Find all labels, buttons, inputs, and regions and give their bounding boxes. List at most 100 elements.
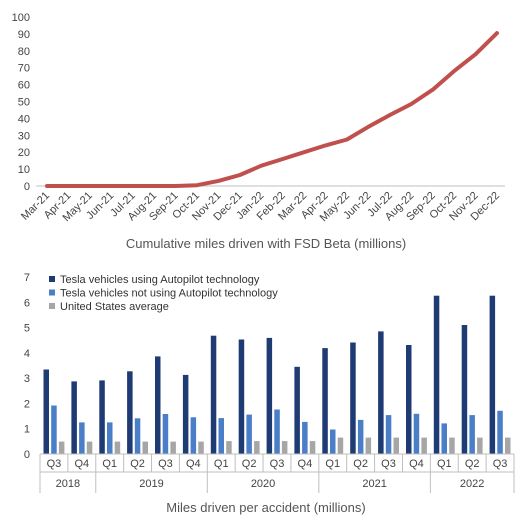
- quarter-label: Q4: [74, 458, 89, 470]
- y-tick-label: 60: [18, 80, 30, 92]
- bar-chart-title: Miles driven per accident (millions): [166, 500, 365, 515]
- year-label: 2018: [56, 478, 80, 490]
- quarter-label: Q3: [47, 458, 62, 470]
- y-tick-label: 20: [18, 147, 30, 159]
- bar: [190, 417, 197, 454]
- bar: [210, 335, 217, 454]
- bar: [330, 429, 336, 454]
- bar: [170, 441, 176, 454]
- bar: [489, 295, 496, 454]
- y-tick-label: 10: [18, 164, 30, 176]
- bar: [469, 415, 475, 454]
- bar: [441, 423, 447, 454]
- y-tick-label: 0: [24, 181, 30, 193]
- bar: [51, 405, 57, 454]
- bar: [198, 441, 204, 454]
- y-tick-label: 7: [24, 272, 30, 284]
- quarter-label: Q3: [381, 458, 396, 470]
- quarter-label: Q1: [214, 458, 229, 470]
- legend-swatch: [49, 276, 55, 282]
- bar: [302, 421, 308, 454]
- bar: [413, 413, 420, 454]
- bar: [162, 414, 169, 454]
- bar: [246, 414, 252, 454]
- bar: [86, 441, 93, 454]
- quarter-label: Q2: [465, 458, 480, 470]
- y-tick-label: 80: [18, 46, 30, 58]
- bar: [58, 441, 65, 454]
- bar: [357, 419, 364, 454]
- bar: [266, 337, 273, 454]
- bar: [238, 339, 245, 454]
- bar: [43, 369, 49, 454]
- bar: [254, 441, 260, 454]
- y-tick-label: 6: [24, 297, 30, 309]
- year-label: 2019: [139, 478, 163, 490]
- quarter-label: Q2: [242, 458, 257, 470]
- bar: [134, 418, 141, 454]
- bar: [99, 380, 105, 454]
- line-chart-title: Cumulative miles driven with FSD Beta (m…: [126, 236, 406, 251]
- bar: [385, 415, 392, 454]
- y-tick-label: 4: [24, 348, 30, 360]
- bar: [226, 441, 232, 454]
- quarter-label: Q1: [102, 458, 117, 470]
- bar: [294, 366, 300, 454]
- legend-swatch: [49, 289, 55, 296]
- quarter-label: Q1: [325, 458, 340, 470]
- quarter-label: Q4: [186, 458, 201, 470]
- bar: [477, 437, 483, 454]
- bar: [505, 437, 511, 454]
- quarter-label: Q3: [270, 458, 285, 470]
- year-label: 2020: [251, 478, 275, 490]
- y-tick-label: 50: [18, 97, 30, 109]
- y-tick-label: 1: [24, 424, 30, 436]
- bar: [79, 422, 85, 454]
- quarter-label: Q4: [298, 458, 313, 470]
- bar: [461, 325, 468, 454]
- bar: [421, 437, 427, 454]
- bar: [274, 409, 280, 454]
- line-series: [45, 31, 499, 188]
- bar: [114, 441, 121, 454]
- bar: [433, 295, 440, 454]
- legend-label: Tesla vehicles using Autopilot technolog…: [60, 274, 260, 286]
- y-tick-label: 3: [24, 373, 30, 385]
- bar: [365, 437, 372, 454]
- bar: [71, 381, 77, 454]
- bar: [393, 437, 399, 454]
- quarter-label: Q3: [493, 458, 508, 470]
- y-tick-label: 70: [18, 63, 30, 75]
- bar: [378, 331, 384, 454]
- y-tick-label: 100: [12, 12, 30, 24]
- y-tick-label: 5: [24, 323, 30, 335]
- quarter-label: Q1: [437, 458, 452, 470]
- bar: [281, 441, 288, 454]
- y-tick-label: 0: [24, 449, 30, 461]
- bar: [322, 348, 328, 454]
- quarter-label: Q3: [158, 458, 173, 470]
- bar: [155, 356, 161, 454]
- line-chart: 0102030405060708090100Mar-21Apr-21May-21…: [12, 12, 505, 224]
- quarter-label: Q2: [130, 458, 145, 470]
- bar: [350, 342, 356, 454]
- bar: [406, 345, 412, 454]
- y-tick-label: 90: [18, 29, 30, 41]
- bar: [449, 437, 455, 454]
- bar: [107, 422, 113, 454]
- y-tick-label: 2: [24, 398, 30, 410]
- bar: [309, 441, 316, 454]
- quarter-label: Q2: [353, 458, 368, 470]
- bar: [218, 418, 224, 454]
- legend-label: United States average: [60, 301, 169, 313]
- legend-swatch: [49, 303, 55, 309]
- bar: [497, 410, 503, 454]
- bar: [337, 437, 344, 454]
- year-label: 2022: [460, 478, 484, 490]
- bar-chart: 0 1 2 3 4 5 6 7 Q3 Q4 Q1 Q2 Q3 Q4 Q1 Q2 Q3 Q4 Q1 Q2 Q3 Q4 Q1 Q2…: [24, 272, 515, 493]
- quarter-label: Q4: [409, 458, 424, 470]
- bar: [127, 371, 133, 454]
- bar: [182, 374, 189, 454]
- y-tick-label: 40: [18, 113, 30, 125]
